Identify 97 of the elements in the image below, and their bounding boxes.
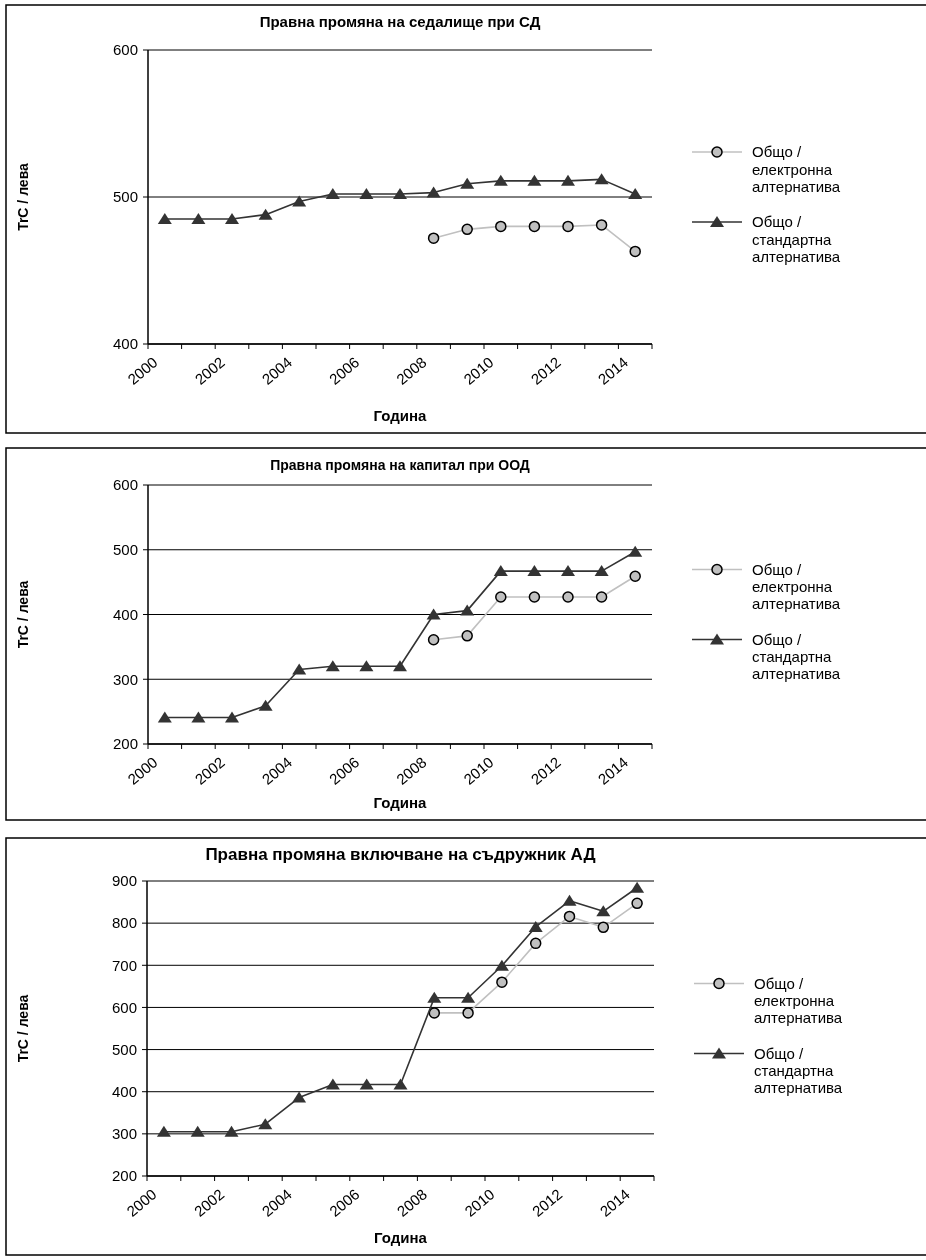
point bbox=[461, 223, 473, 236]
y-axis-title: TrC / лева bbox=[15, 580, 31, 649]
x-axis-title: Година bbox=[374, 1229, 428, 1246]
point bbox=[258, 1118, 273, 1130]
point bbox=[393, 660, 407, 672]
point bbox=[496, 976, 508, 988]
point bbox=[495, 220, 507, 233]
point bbox=[596, 905, 611, 917]
legend-label: Общо / стандартна алтернатива bbox=[752, 630, 841, 683]
point bbox=[493, 565, 508, 577]
point bbox=[225, 213, 239, 225]
point bbox=[393, 188, 407, 200]
point bbox=[157, 711, 172, 723]
point bbox=[528, 591, 541, 603]
y-axis-title: TrC / лева bbox=[15, 162, 31, 231]
point bbox=[191, 213, 206, 225]
point bbox=[562, 220, 574, 233]
x-axis-title: Година bbox=[373, 794, 428, 811]
y-tick-label: 300 bbox=[112, 670, 138, 688]
point bbox=[462, 1007, 474, 1019]
point bbox=[495, 591, 507, 603]
y-tick-label: 700 bbox=[111, 956, 137, 974]
point bbox=[562, 894, 577, 906]
point bbox=[630, 881, 645, 893]
chart-title: Правна промяна на капитал при ООД bbox=[270, 457, 530, 473]
point bbox=[562, 591, 574, 603]
point bbox=[359, 1078, 374, 1090]
legend-label: Общо / електронна алтернатива bbox=[752, 560, 841, 613]
y-tick-label: 500 bbox=[111, 1040, 137, 1058]
point bbox=[157, 213, 172, 225]
point bbox=[494, 959, 509, 971]
point bbox=[156, 1125, 171, 1137]
point bbox=[359, 188, 374, 200]
legend-label: Общо / стандартна алтернатива bbox=[752, 213, 841, 265]
y-tick-label: 300 bbox=[111, 1125, 137, 1143]
legend-label: Общо / стандартна алтернатива bbox=[754, 1044, 843, 1097]
y-tick-label: 200 bbox=[112, 735, 138, 753]
legend-label: Общо / електронна алтернатива bbox=[752, 143, 841, 195]
point bbox=[563, 910, 576, 923]
point bbox=[597, 921, 610, 934]
y-tick-label: 400 bbox=[112, 335, 138, 353]
point bbox=[426, 186, 441, 198]
y-tick-label: 400 bbox=[111, 1082, 137, 1100]
point bbox=[595, 591, 608, 603]
y-tick-label: 500 bbox=[112, 541, 138, 558]
point bbox=[629, 245, 641, 258]
point bbox=[393, 1078, 408, 1090]
y-axis-title: TrC / лева bbox=[15, 994, 31, 1063]
point bbox=[628, 188, 643, 200]
point bbox=[359, 660, 374, 672]
point bbox=[594, 565, 609, 577]
point bbox=[225, 711, 239, 723]
point bbox=[426, 608, 441, 620]
point bbox=[258, 699, 273, 711]
point bbox=[258, 208, 273, 220]
y-tick-label: 600 bbox=[112, 41, 138, 59]
point bbox=[427, 634, 440, 646]
point bbox=[631, 897, 643, 910]
y-tick-label: 800 bbox=[111, 914, 137, 932]
point bbox=[325, 188, 340, 200]
point bbox=[292, 195, 307, 207]
point bbox=[428, 1007, 441, 1019]
chart-title: Правна промяна на седалище при СД bbox=[259, 13, 541, 30]
y-tick-label: 200 bbox=[111, 1167, 137, 1185]
point bbox=[461, 630, 473, 642]
point bbox=[528, 920, 543, 932]
point bbox=[529, 937, 542, 950]
chart-title: Правна промяна включване на съдружник АД bbox=[205, 845, 596, 864]
point bbox=[224, 1125, 239, 1137]
y-tick-label: 900 bbox=[111, 872, 137, 890]
point bbox=[594, 173, 609, 185]
y-tick-label: 600 bbox=[112, 476, 138, 494]
point bbox=[292, 663, 307, 675]
point bbox=[460, 177, 475, 189]
point bbox=[325, 1078, 340, 1090]
point bbox=[561, 565, 575, 577]
point bbox=[629, 570, 641, 583]
point bbox=[460, 604, 475, 616]
point bbox=[292, 1091, 307, 1103]
x-axis-title: Година bbox=[373, 407, 428, 424]
y-tick-label: 400 bbox=[112, 605, 138, 623]
point bbox=[427, 991, 442, 1003]
point bbox=[427, 232, 440, 244]
point bbox=[628, 545, 643, 557]
point bbox=[461, 991, 476, 1003]
point bbox=[595, 219, 608, 231]
y-tick-label: 600 bbox=[111, 998, 137, 1016]
point bbox=[493, 174, 508, 186]
point bbox=[190, 1125, 205, 1137]
point bbox=[528, 220, 541, 233]
legend-label: Общо / електронна алтернатива bbox=[754, 974, 843, 1027]
point bbox=[527, 174, 542, 186]
point bbox=[561, 174, 575, 186]
point bbox=[191, 711, 206, 723]
point bbox=[325, 660, 340, 672]
point bbox=[527, 565, 542, 577]
y-tick-label: 500 bbox=[112, 188, 138, 206]
